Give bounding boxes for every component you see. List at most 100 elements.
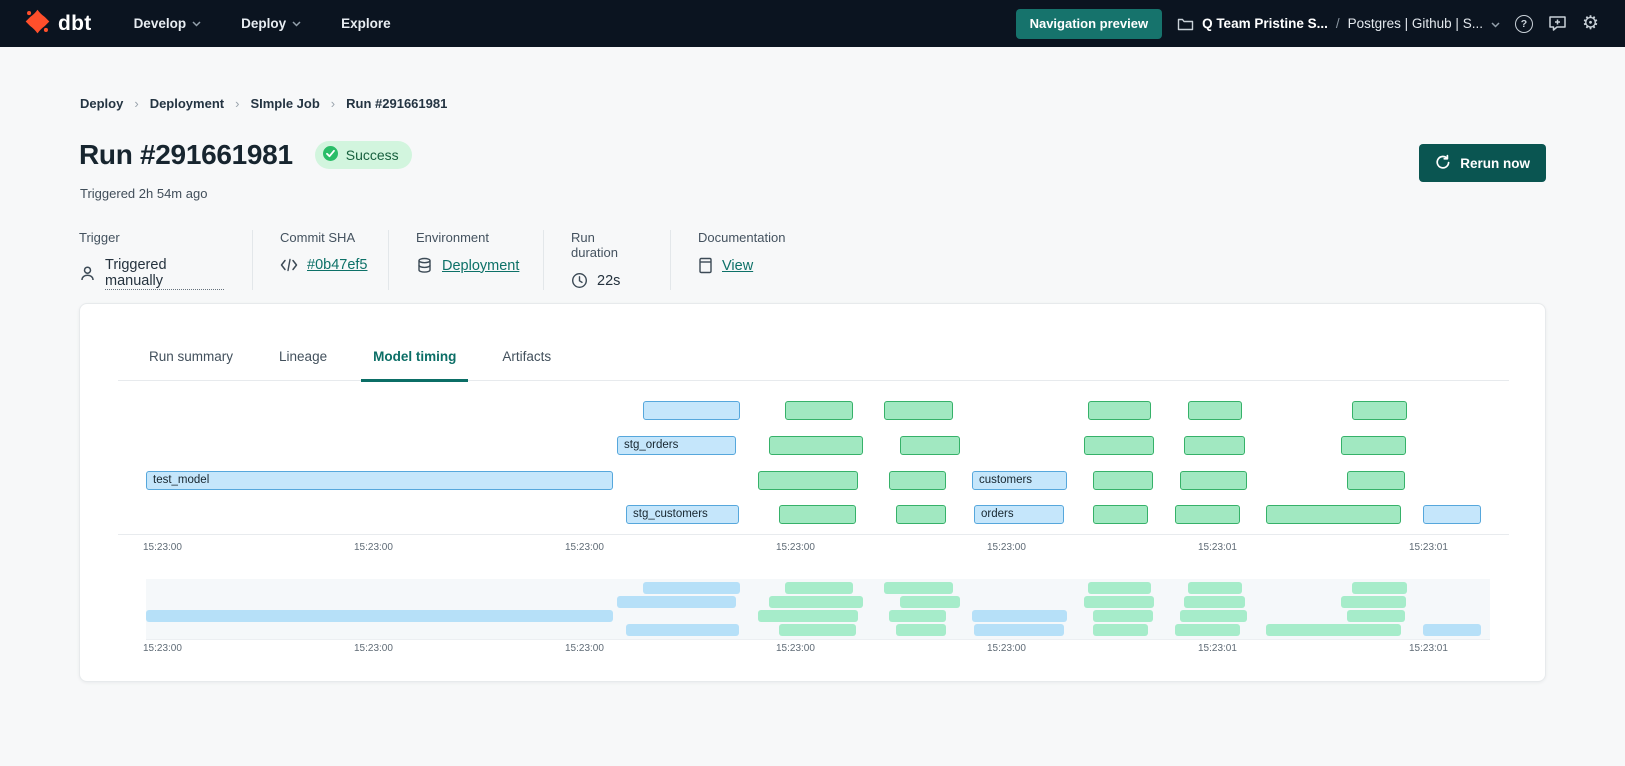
gantt-bar[interactable]	[900, 436, 960, 455]
gantt-bar[interactable]	[1175, 505, 1240, 524]
minimap-bar	[896, 624, 946, 636]
gantt-bar[interactable]	[769, 436, 863, 455]
gantt-bar[interactable]	[889, 471, 946, 490]
gantt-bar-stg_customers[interactable]: stg_customers	[626, 505, 739, 524]
minimap-bar	[626, 624, 739, 636]
triggered-ago-text: Triggered 2h 54m ago	[80, 186, 208, 201]
minimap-bar	[758, 610, 858, 622]
gantt-bar[interactable]	[1352, 401, 1407, 420]
success-check-icon	[322, 145, 339, 165]
dbt-logo-icon	[24, 8, 51, 40]
minimap-bar	[1093, 624, 1148, 636]
navigation-preview-button[interactable]: Navigation preview	[1015, 8, 1163, 39]
time-axis-line	[118, 534, 1509, 535]
minimap-bar	[1352, 582, 1407, 594]
menu-deploy[interactable]: Deploy	[241, 16, 301, 31]
run-metadata-row: Trigger Triggered manually Commit SHA #0…	[79, 230, 813, 290]
minimap-bar	[1423, 624, 1481, 636]
database-icon	[416, 257, 433, 274]
gantt-bar[interactable]	[1266, 505, 1401, 524]
menu-develop[interactable]: Develop	[134, 16, 202, 31]
gantt-bar-test_model[interactable]: test_model	[146, 471, 613, 490]
breadcrumb: Deploy › Deployment › SImple Job › Run #…	[80, 96, 447, 111]
gantt-bar[interactable]	[1188, 401, 1242, 420]
trigger-value: Triggered manually	[105, 257, 224, 290]
axis-tick-label: 15:23:00	[565, 542, 604, 553]
run-detail-card: Run summary Lineage Model timing Artifac…	[79, 303, 1546, 682]
feedback-icon[interactable]	[1548, 15, 1567, 32]
gantt-bar[interactable]	[1084, 436, 1154, 455]
gantt-bar-orders[interactable]: orders	[974, 505, 1064, 524]
gantt-bar[interactable]	[758, 471, 858, 490]
environment-link[interactable]: Deployment	[442, 257, 520, 274]
gantt-bar[interactable]	[1093, 505, 1148, 524]
minimap-bar	[785, 582, 853, 594]
minimap-bar	[769, 596, 863, 608]
documentation-view-link[interactable]: View	[722, 257, 754, 274]
minimap-axis-tick-label: 15:23:01	[1198, 643, 1237, 654]
gantt-bar[interactable]	[779, 505, 856, 524]
minimap-axis-tick-label: 15:23:00	[776, 643, 815, 654]
minimap-bar	[1184, 596, 1245, 608]
meta-trigger: Trigger Triggered manually	[79, 230, 253, 290]
minimap-bar	[1088, 582, 1151, 594]
chevron-down-icon	[292, 20, 301, 27]
axis-tick-label: 15:23:00	[143, 542, 182, 553]
path-separator: /	[1335, 16, 1340, 31]
brand-text: dbt	[58, 12, 92, 35]
minimap-bar	[1180, 610, 1247, 622]
tab-artifacts[interactable]: Artifacts	[502, 349, 552, 364]
minimap-bar	[1188, 582, 1242, 594]
gantt-bar[interactable]	[1180, 471, 1247, 490]
breadcrumb-separator: ›	[134, 96, 139, 111]
run-duration-value: 22s	[597, 272, 621, 289]
breadcrumb-deploy[interactable]: Deploy	[80, 96, 124, 111]
gantt-bar[interactable]	[884, 401, 953, 420]
gantt-bar[interactable]	[1093, 471, 1153, 490]
gantt-bar-customers[interactable]: customers	[972, 471, 1067, 490]
dbt-logo[interactable]: dbt	[24, 8, 92, 40]
gantt-bar[interactable]	[896, 505, 946, 524]
axis-tick-label: 15:23:01	[1409, 542, 1448, 553]
minimap-axis-tick-label: 15:23:00	[354, 643, 393, 654]
commit-sha-link[interactable]: #0b47ef5	[307, 257, 368, 273]
minimap-axis-tick-label: 15:23:00	[565, 643, 604, 654]
project-name: Postgres | Github | S...	[1347, 16, 1483, 31]
minimap-bar	[972, 610, 1067, 622]
minimap-axis-tick-label: 15:23:00	[143, 643, 182, 654]
gantt-bar[interactable]	[1347, 471, 1405, 490]
minimap-bar	[1084, 596, 1154, 608]
minimap-bar	[146, 610, 613, 622]
code-icon	[280, 258, 298, 272]
minimap-bar	[1175, 624, 1240, 636]
gantt-bar[interactable]	[1341, 436, 1406, 455]
gantt-bar[interactable]	[1423, 505, 1481, 524]
tab-model-timing[interactable]: Model timing	[361, 349, 469, 382]
breadcrumb-deployment[interactable]: Deployment	[149, 96, 225, 111]
account-name: Q Team Pristine S...	[1202, 16, 1328, 31]
minimap-bar	[1266, 624, 1401, 636]
gantt-bar-stg_orders[interactable]: stg_orders	[617, 436, 736, 455]
rerun-now-button[interactable]: Rerun now	[1419, 144, 1546, 182]
minimap-bar	[779, 624, 856, 636]
minimap-bar	[643, 582, 740, 594]
model-timing-chart: stg_orders test_model customers stg_custome…	[80, 304, 1545, 681]
person-icon	[79, 265, 96, 282]
gear-icon[interactable]	[1582, 14, 1599, 33]
menu-explore[interactable]: Explore	[341, 16, 391, 31]
gantt-bar[interactable]	[1088, 401, 1151, 420]
gantt-bar[interactable]	[643, 401, 740, 420]
gantt-bar[interactable]	[785, 401, 853, 420]
gantt-bar[interactable]	[1184, 436, 1245, 455]
timeline-minimap[interactable]	[146, 579, 1490, 640]
minimap-bar	[884, 582, 953, 594]
main-menu: Develop Deploy Explore	[134, 16, 391, 31]
breadcrumb-current-run: Run #291661981	[346, 96, 448, 111]
tab-lineage[interactable]: Lineage	[279, 349, 328, 364]
help-icon[interactable]	[1514, 14, 1533, 33]
tab-run-summary[interactable]: Run summary	[149, 349, 234, 364]
breadcrumb-separator: ›	[235, 96, 240, 111]
meta-run-duration: Run duration 22s	[544, 230, 671, 290]
breadcrumb-job[interactable]: SImple Job	[250, 96, 320, 111]
account-project-switcher[interactable]: Q Team Pristine S... / Postgres | Github…	[1177, 15, 1500, 33]
